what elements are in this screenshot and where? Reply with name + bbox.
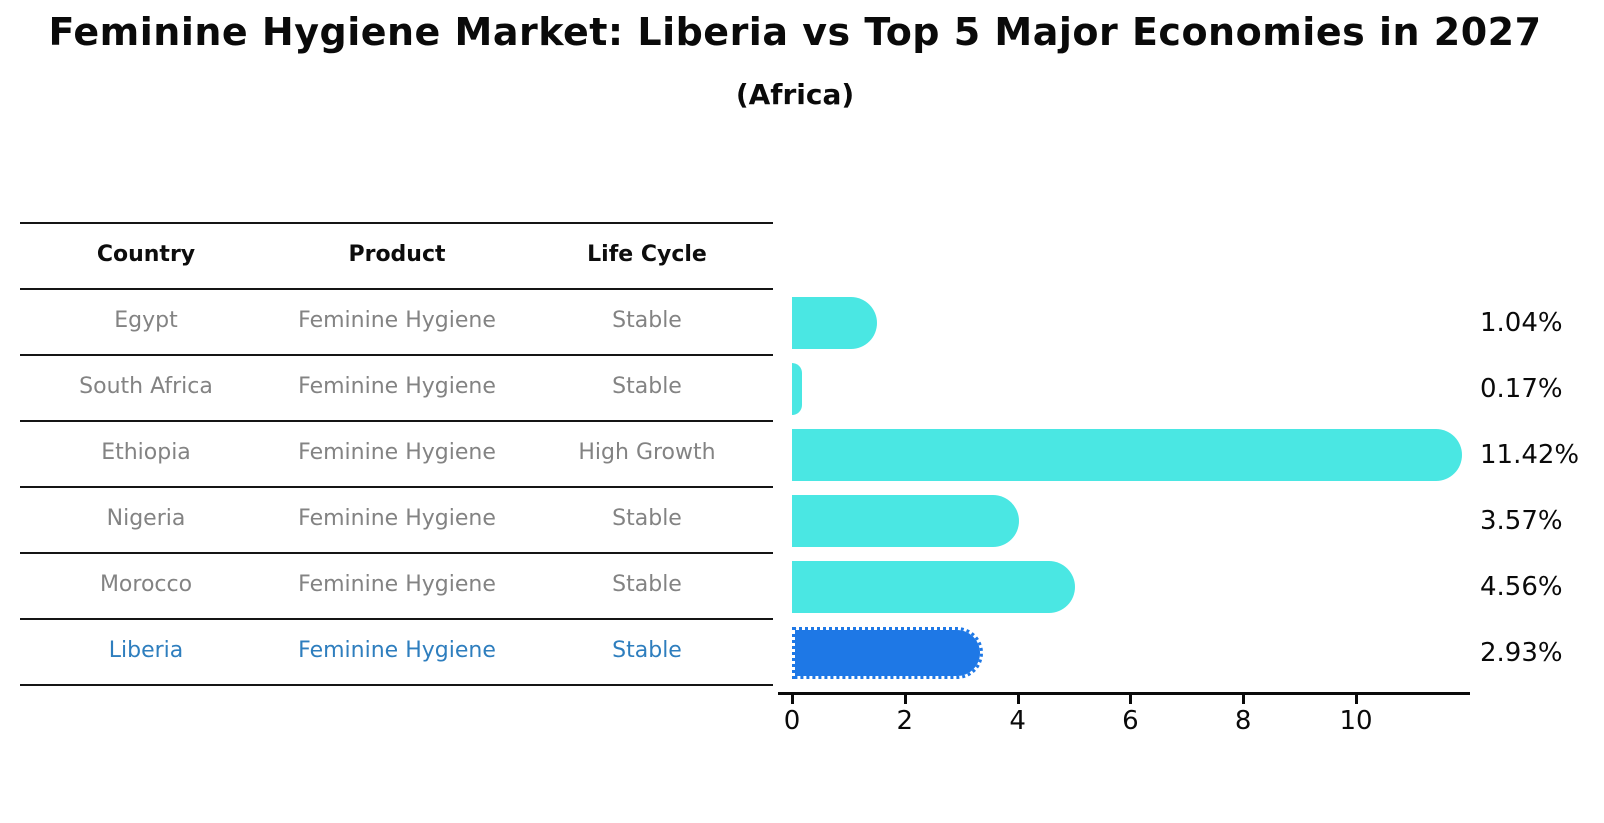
value-label: 2.93% (1480, 638, 1563, 668)
table-rule (20, 486, 773, 488)
cell-life-cycle: Stable (612, 638, 682, 663)
table-rule (20, 420, 773, 422)
x-tick (903, 695, 907, 704)
cell-country: Egypt (114, 308, 178, 333)
cell-product: Feminine Hygiene (298, 572, 496, 597)
x-tick-label: 0 (783, 706, 801, 736)
table-rule (20, 552, 773, 554)
x-tick (791, 695, 794, 704)
cell-product: Feminine Hygiene (298, 638, 496, 663)
value-label: 1.04% (1480, 308, 1563, 338)
cell-life-cycle: Stable (612, 308, 682, 333)
cell-product: Feminine Hygiene (298, 440, 496, 465)
x-tick-label: 2 (896, 706, 914, 736)
cell-country: Liberia (108, 638, 184, 663)
cell-life-cycle: High Growth (578, 440, 716, 465)
chart-title: Feminine Hygiene Market: Liberia vs Top … (48, 10, 1542, 54)
x-tick (1016, 695, 1020, 704)
x-tick-label: 4 (1009, 706, 1026, 736)
x-tick-label: 6 (1122, 706, 1139, 736)
x-tick (1355, 695, 1358, 704)
value-label: 11.42% (1480, 440, 1580, 470)
bar-ethiopia (792, 429, 1462, 481)
bar-morocco (792, 561, 1075, 613)
cell-country: Nigeria (106, 506, 186, 531)
table-rule (20, 684, 773, 686)
cell-product: Feminine Hygiene (298, 374, 496, 399)
column-header-life-cycle: Life Cycle (587, 242, 707, 267)
cell-country: Ethiopia (101, 440, 191, 465)
table-rule (20, 354, 773, 356)
value-label: 0.17% (1480, 374, 1563, 404)
table-rule (20, 222, 773, 224)
x-tick-label: 8 (1234, 706, 1252, 736)
cell-product: Feminine Hygiene (298, 506, 496, 531)
cell-country: South Africa (79, 374, 213, 399)
bar-egypt (792, 297, 877, 349)
cell-product: Feminine Hygiene (298, 308, 496, 333)
table-rule (20, 288, 773, 290)
table-rule (20, 618, 773, 620)
value-label: 3.57% (1480, 506, 1563, 536)
column-header-country: Country (96, 242, 196, 267)
value-label: 4.56% (1480, 572, 1563, 602)
cell-life-cycle: Stable (612, 374, 682, 399)
x-tick (1242, 695, 1246, 704)
x-tick (1129, 695, 1133, 704)
bar-south-africa (792, 363, 802, 415)
x-tick-label: 10 (1339, 706, 1373, 736)
x-axis (778, 692, 1470, 695)
bar-nigeria (792, 495, 1019, 547)
cell-life-cycle: Stable (612, 506, 682, 531)
cell-life-cycle: Stable (612, 572, 682, 597)
cell-country: Morocco (99, 572, 193, 597)
column-header-product: Product (348, 242, 446, 267)
bar-liberia (792, 627, 983, 679)
chart-subtitle: (Africa) (735, 78, 855, 111)
